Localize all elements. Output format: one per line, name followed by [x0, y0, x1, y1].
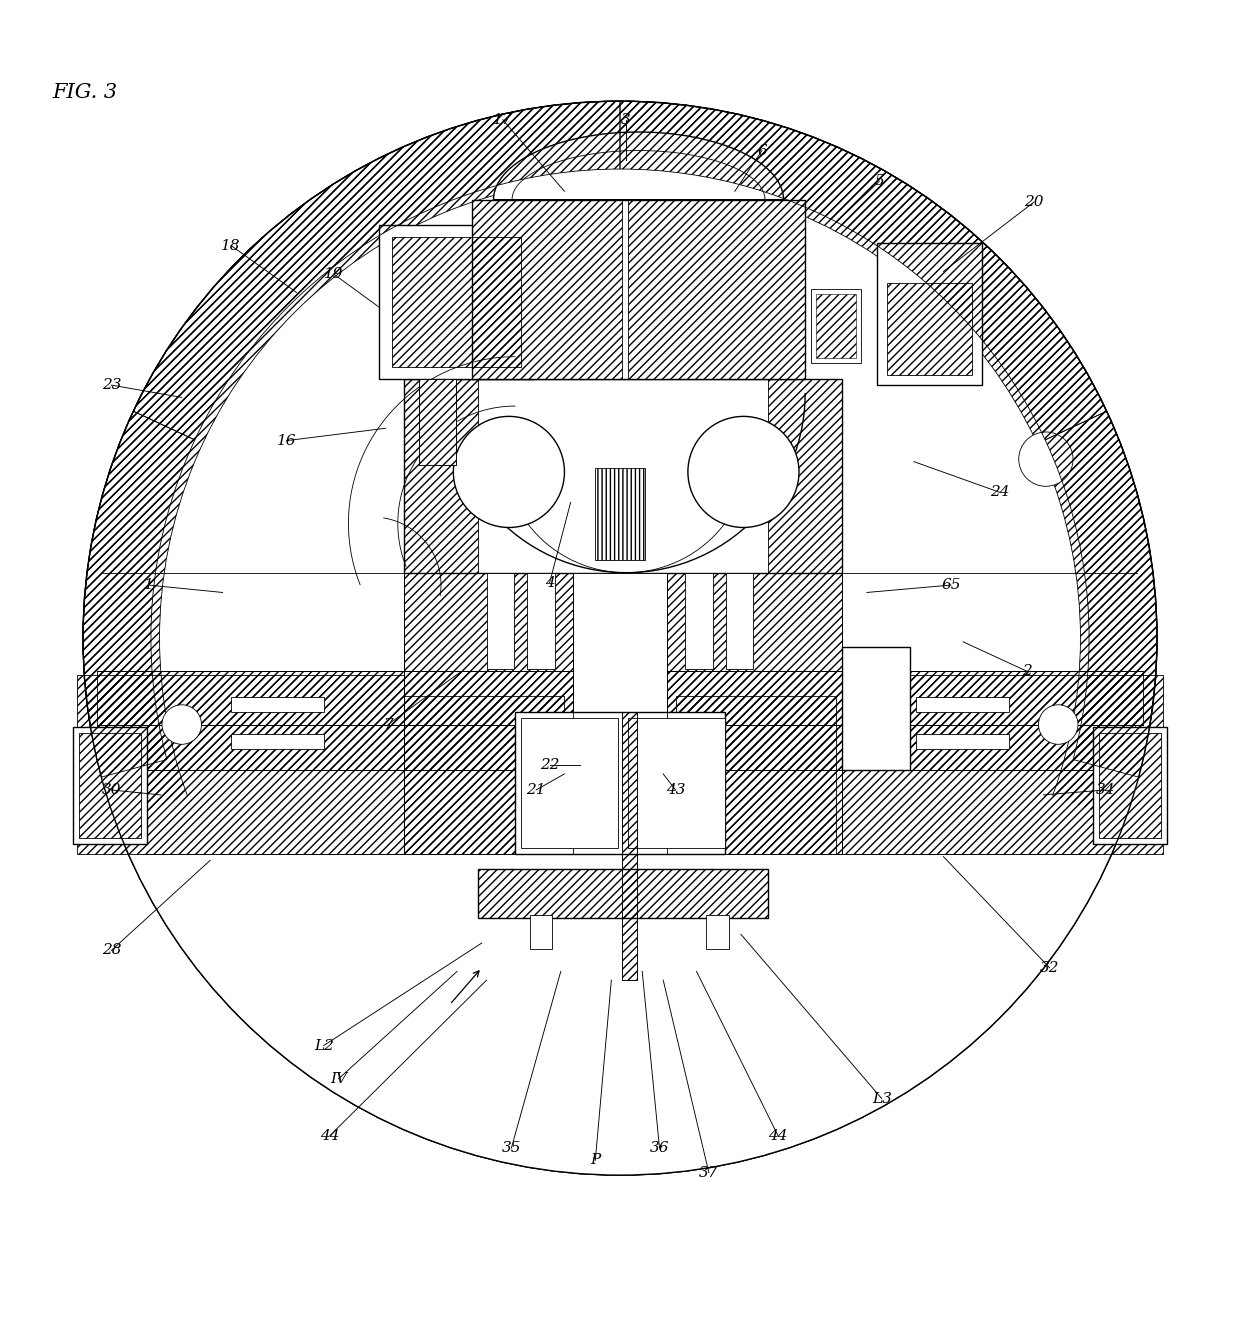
Text: 34: 34 [1095, 783, 1115, 797]
Text: 3: 3 [621, 112, 631, 127]
Text: 30: 30 [102, 783, 122, 797]
Bar [1099, 733, 1161, 838]
Bar [622, 712, 637, 979]
Text: 35: 35 [502, 1141, 521, 1155]
Bar [842, 646, 910, 771]
Bar [479, 868, 768, 918]
Circle shape [1019, 432, 1073, 486]
Bar [392, 237, 521, 367]
Bar [727, 573, 754, 669]
Bar [622, 712, 637, 979]
Bar [676, 696, 836, 854]
Text: 22: 22 [539, 759, 559, 772]
Wedge shape [115, 793, 1125, 1175]
Bar [77, 676, 404, 771]
Text: P: P [590, 1153, 600, 1167]
Bar [404, 696, 564, 854]
Bar [97, 672, 1143, 725]
Bar [686, 573, 713, 669]
Bar [877, 244, 982, 385]
Text: 44: 44 [320, 1129, 340, 1143]
Bar [472, 199, 805, 379]
Bar [479, 868, 768, 918]
Text: 18: 18 [222, 238, 241, 253]
Bar [529, 915, 552, 949]
Text: 20: 20 [1024, 195, 1043, 209]
Bar [404, 573, 842, 854]
Bar [521, 719, 618, 848]
Bar [404, 379, 479, 573]
Text: 6: 6 [758, 143, 766, 158]
Text: L3: L3 [872, 1092, 892, 1105]
Text: 37: 37 [699, 1165, 719, 1180]
Bar [629, 719, 725, 848]
Bar [811, 289, 861, 363]
Bar [887, 282, 972, 375]
Bar [573, 573, 667, 854]
Text: 5: 5 [874, 174, 884, 189]
Bar [595, 468, 645, 561]
Polygon shape [494, 132, 784, 199]
Bar [419, 379, 456, 466]
Bar [842, 771, 1163, 854]
Text: 16: 16 [277, 434, 296, 448]
Bar [816, 294, 856, 359]
Text: 43: 43 [666, 783, 686, 797]
Text: 1: 1 [144, 578, 154, 591]
Text: L2: L2 [314, 1038, 334, 1053]
Text: 4: 4 [544, 575, 554, 590]
Bar [231, 735, 324, 749]
Text: 23: 23 [102, 379, 122, 392]
Text: IV: IV [330, 1072, 347, 1086]
Bar [79, 733, 141, 838]
Bar [1092, 727, 1167, 844]
Text: 2: 2 [1023, 665, 1032, 678]
Bar [842, 676, 1163, 771]
Text: 17: 17 [494, 112, 512, 127]
Bar [404, 379, 842, 573]
Bar [73, 727, 148, 844]
Bar [486, 573, 513, 669]
Circle shape [83, 102, 1157, 1175]
Bar [379, 225, 533, 379]
Bar [527, 573, 554, 669]
Bar [472, 199, 621, 379]
Circle shape [454, 416, 564, 527]
Bar [707, 915, 729, 949]
Text: FIG. 3: FIG. 3 [52, 83, 118, 102]
Bar [627, 199, 805, 379]
Circle shape [162, 705, 202, 744]
Text: 36: 36 [650, 1141, 670, 1155]
Text: 44: 44 [769, 1129, 787, 1143]
Bar [916, 735, 1009, 749]
Text: 24: 24 [991, 486, 1009, 499]
Bar [916, 697, 1009, 712]
Bar [768, 379, 842, 573]
Bar [77, 771, 404, 854]
Text: 21: 21 [526, 783, 546, 797]
Bar [419, 379, 456, 466]
Circle shape [688, 416, 799, 527]
Bar [104, 725, 1136, 771]
Circle shape [1038, 705, 1078, 744]
Bar [231, 697, 324, 712]
Text: 32: 32 [1040, 961, 1059, 975]
Text: 28: 28 [102, 943, 122, 958]
Text: 65: 65 [941, 578, 961, 591]
Text: 19: 19 [324, 268, 343, 281]
Bar [515, 712, 725, 854]
Text: 7: 7 [383, 717, 393, 732]
